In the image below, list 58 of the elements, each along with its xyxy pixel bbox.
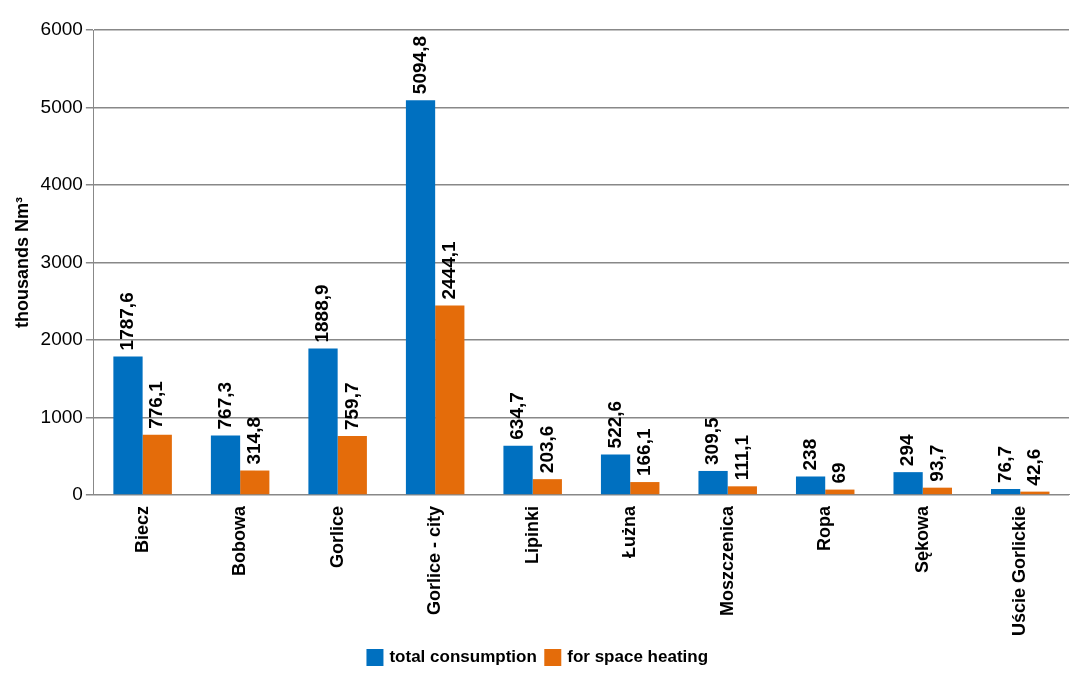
y-tick-label: 6000 (40, 18, 83, 40)
x-tick-label: Uście Gorlickie (1009, 505, 1030, 637)
legend-label: total consumption (389, 647, 537, 667)
data-label: 166,1 (633, 428, 655, 477)
bar (698, 470, 728, 495)
x-tick-label: Łużna (619, 504, 640, 558)
bar (990, 488, 1021, 495)
data-label: 5094,8 (408, 36, 430, 95)
data-label: 776,1 (145, 380, 167, 429)
y-tick-label: 3000 (40, 250, 83, 272)
bar (795, 476, 826, 495)
x-tick-label: Moszczenica (716, 504, 737, 616)
data-label: 76,7 (993, 446, 1015, 483)
legend-label: for space heating (567, 647, 709, 667)
y-tick-label: 5000 (40, 95, 83, 117)
y-tick-label: 0 (72, 483, 83, 505)
y-axis-title: thousands Nm³ (11, 196, 32, 328)
bar (113, 356, 143, 495)
data-label: 522,6 (603, 400, 625, 449)
data-label: 238 (798, 438, 820, 471)
bar (240, 470, 270, 495)
data-label: 314,8 (243, 416, 264, 465)
x-tick-label: Bobowa (229, 504, 250, 576)
x-tick-label: Biecz (131, 505, 152, 553)
bar (142, 434, 172, 495)
data-label: 767,3 (213, 381, 235, 430)
x-tick-label: Sękowa (911, 504, 932, 573)
data-label: 203,6 (535, 425, 557, 474)
y-tick-label: 1000 (40, 405, 83, 427)
data-label: 1787,6 (116, 292, 138, 351)
bar (600, 454, 631, 495)
data-label: 42,6 (1023, 448, 1045, 486)
y-tick-label: 2000 (40, 328, 83, 350)
data-label: 2444,1 (438, 240, 460, 300)
data-label: 309,5 (701, 416, 723, 465)
data-label: 69 (828, 462, 850, 484)
x-tick-label: Gorlice (326, 505, 347, 568)
data-label: 634,7 (506, 392, 528, 440)
data-label: 759,7 (340, 382, 362, 431)
data-label: 111,1 (730, 434, 752, 481)
data-label: 1888,9 (311, 284, 333, 343)
x-tick-label: Lipinki (521, 505, 542, 564)
bar (727, 486, 757, 495)
bar (210, 435, 241, 495)
bar (337, 436, 367, 495)
bar (532, 479, 562, 495)
bar (630, 482, 660, 495)
data-label: 93,7 (925, 444, 947, 482)
bar (308, 348, 338, 495)
data-label: 294 (896, 434, 918, 467)
bar (893, 472, 923, 495)
bar (405, 100, 436, 495)
x-tick-label: Gorlice - city (424, 505, 445, 615)
bar (503, 445, 533, 495)
bar (922, 487, 952, 495)
y-tick-label: 4000 (40, 173, 83, 195)
x-tick-label: Ropa (814, 504, 835, 551)
bar (435, 305, 465, 495)
